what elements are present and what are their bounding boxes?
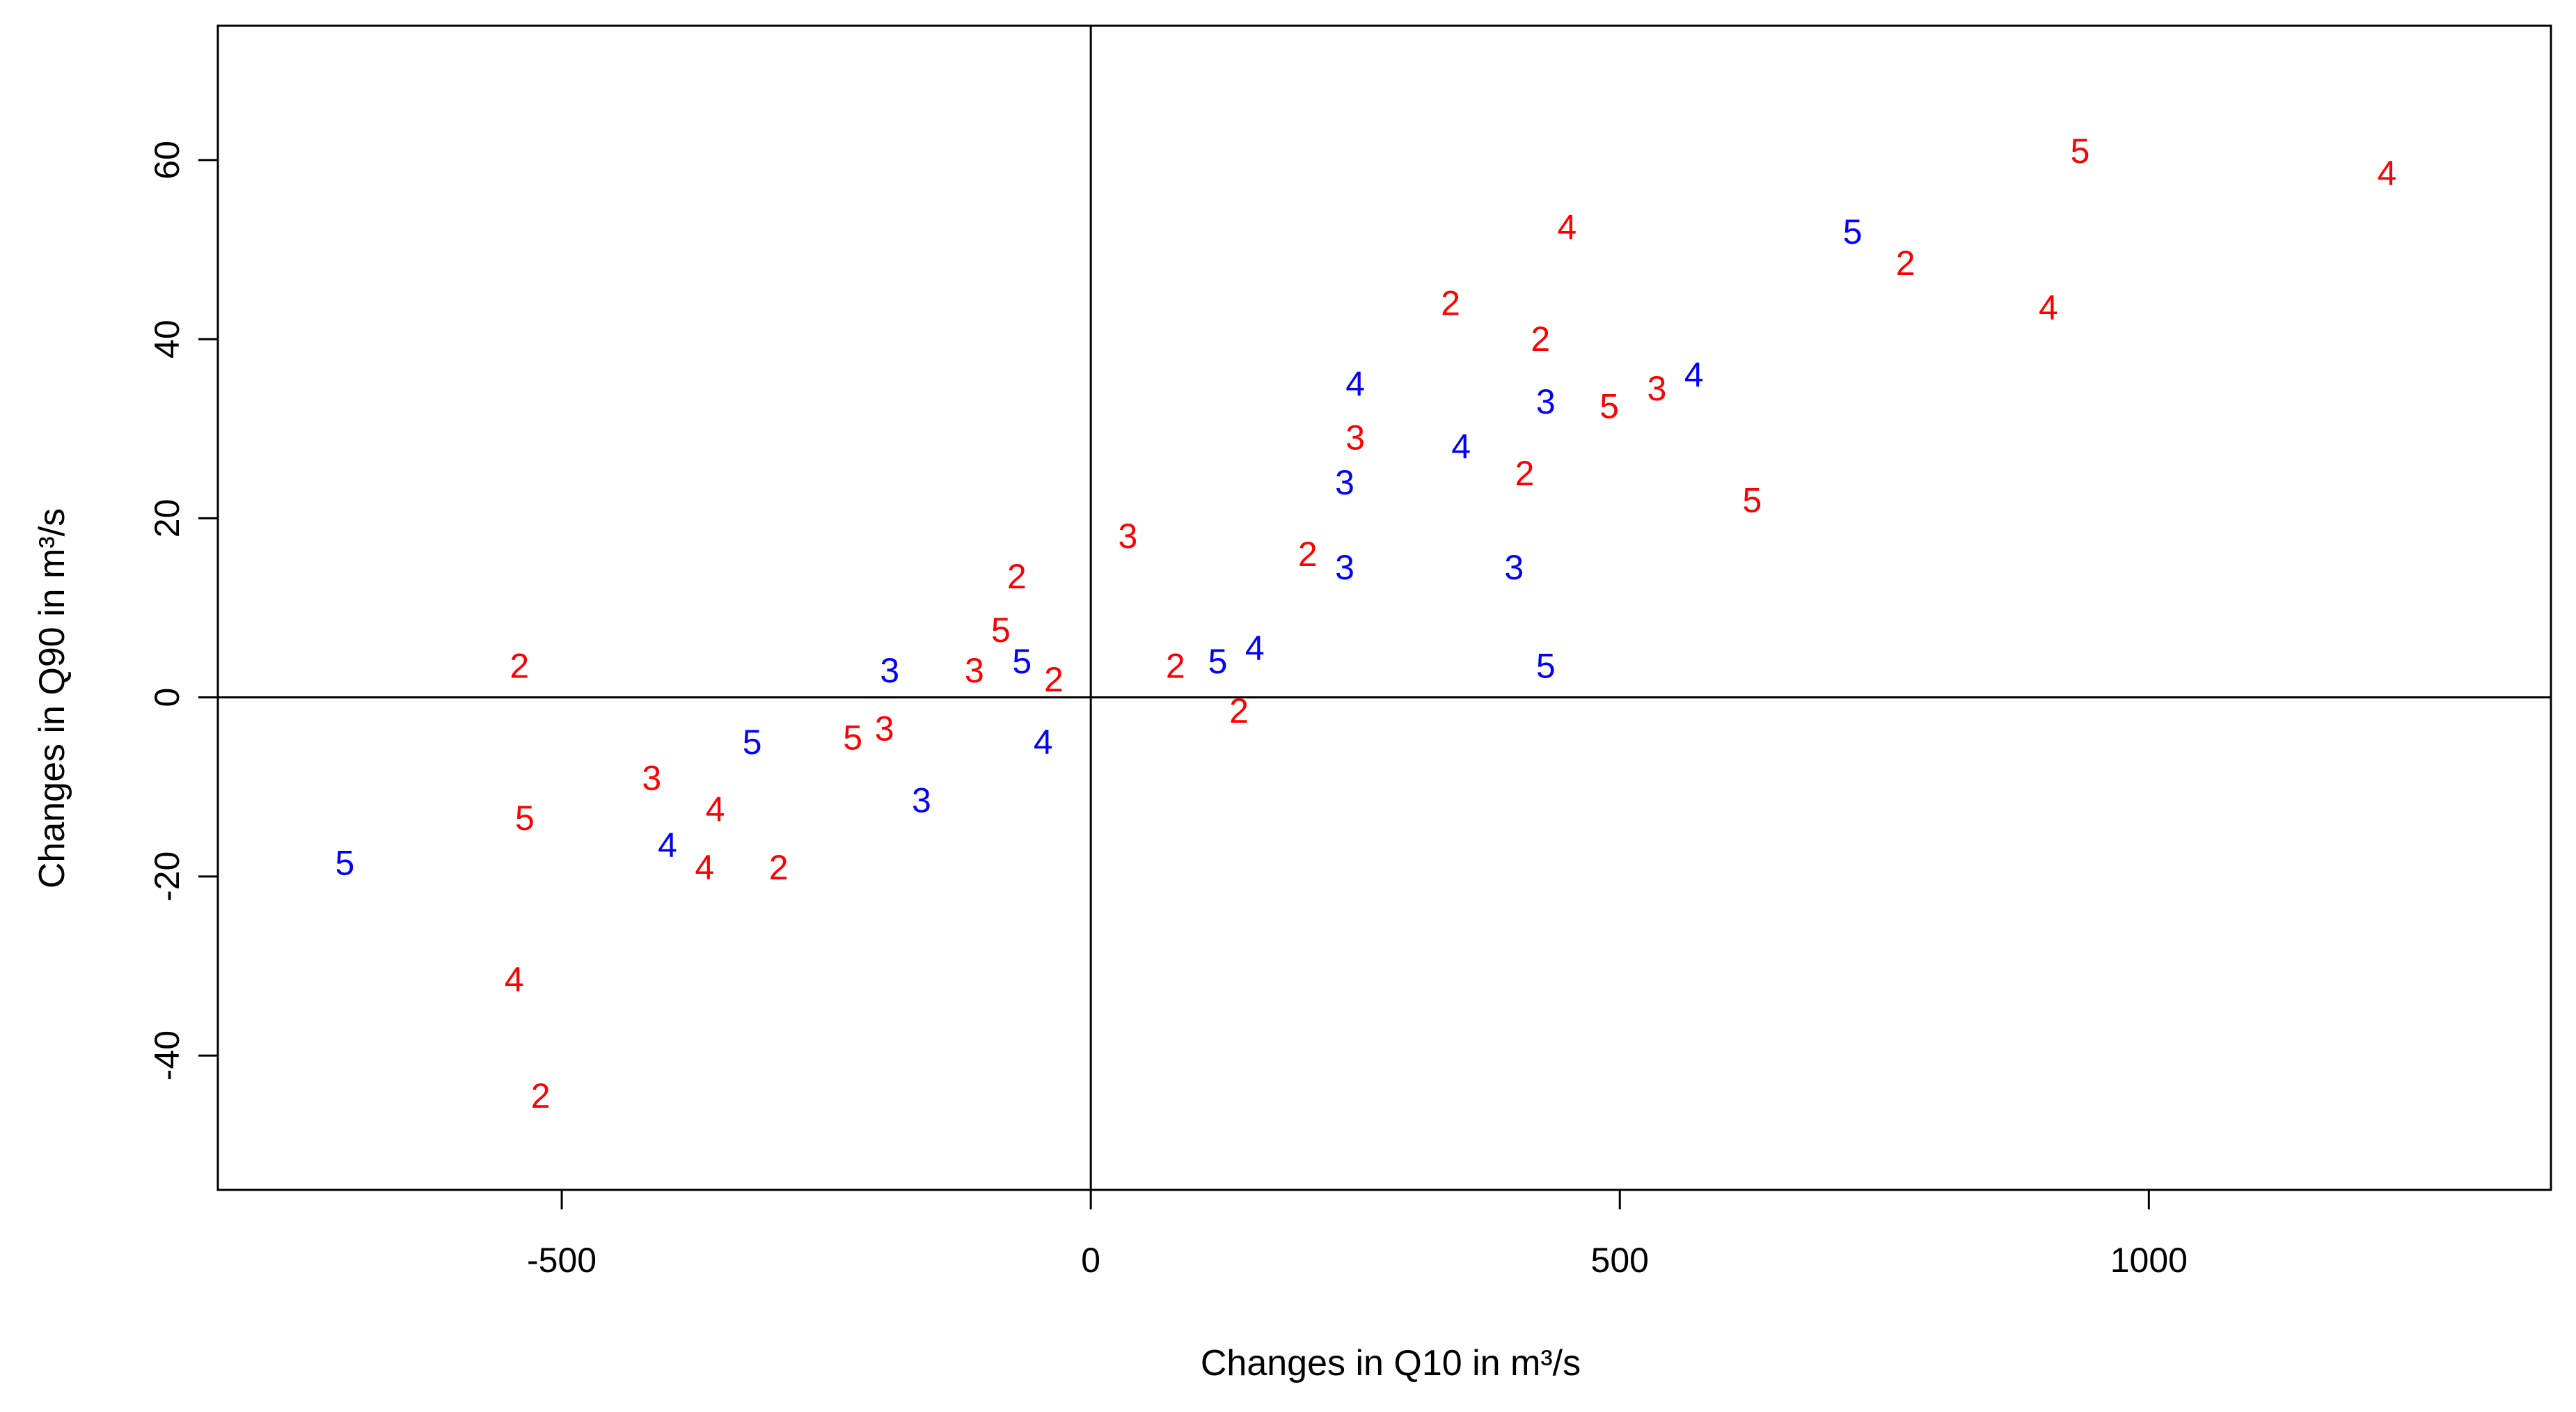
data-point-red: 5	[991, 611, 1011, 650]
y-tick-label: 40	[148, 320, 187, 359]
data-point-blue: 4	[1684, 356, 1704, 395]
x-tick-label: 0	[1081, 1241, 1100, 1280]
data-point-blue: 3	[1335, 548, 1354, 587]
data-point-red: 2	[1166, 647, 1185, 686]
y-axis: -40 -20 0 20 40 60	[148, 141, 219, 1081]
y-tick-label: 20	[148, 499, 187, 538]
data-point-red: 2	[509, 647, 529, 686]
data-point-red: 4	[695, 848, 714, 887]
x-axis: -500 0 500 1000	[527, 1189, 2188, 1280]
data-point-red: 2	[1007, 557, 1027, 596]
data-point-red: 2	[531, 1076, 551, 1115]
data-point-red: 3	[875, 709, 894, 748]
y-axis-title: Changes in Q90 in m³/s	[32, 508, 72, 888]
data-point-blue: 5	[335, 844, 355, 883]
data-point-red: 5	[515, 799, 535, 838]
data-point-red: 3	[1647, 369, 1667, 408]
data-point-red: 5	[843, 718, 862, 757]
data-point-red: 2	[1044, 660, 1064, 699]
data-point-blue: 3	[1536, 382, 1556, 421]
x-axis-title: Changes in Q10 in m³/s	[1201, 1343, 1581, 1383]
data-point-red: 2	[1298, 535, 1318, 574]
x-tick-label: -500	[527, 1241, 596, 1280]
reference-lines	[218, 26, 2551, 1190]
data-point-red: 2	[1896, 244, 1915, 283]
data-point-blue: 4	[1034, 723, 1053, 762]
data-point-red: 4	[2039, 288, 2058, 327]
data-point-red: 3	[1345, 418, 1365, 457]
data-point-red: 2	[1531, 320, 1550, 359]
data-point-red: 3	[642, 758, 661, 797]
data-point-blue: 5	[1208, 642, 1228, 681]
x-tick-label: 1000	[2110, 1241, 2188, 1280]
x-tick-label: 500	[1591, 1241, 1649, 1280]
data-point-blue: 4	[658, 826, 677, 865]
data-point-red: 4	[505, 960, 524, 999]
data-point-red: 4	[2377, 154, 2396, 193]
data-point-red: 5	[1599, 387, 1619, 426]
y-tick-label: 60	[148, 141, 187, 180]
data-point-red: 2	[1229, 691, 1249, 730]
data-point-blue: 4	[1451, 427, 1471, 466]
data-point-blue: 4	[1345, 364, 1365, 403]
data-point-red: 2	[769, 848, 789, 887]
data-point-blue: 3	[880, 651, 899, 690]
data-point-red: 2	[1515, 454, 1535, 493]
data-point-blue: 3	[912, 781, 931, 820]
plot-frame	[216, 24, 2552, 1191]
data-point-red: 4	[706, 790, 725, 829]
data-point-red: 3	[965, 651, 984, 690]
data-point-blue: 5	[1843, 212, 1863, 251]
data-point-red: 2	[1441, 284, 1460, 323]
data-point-blue: 3	[1504, 548, 1524, 587]
data-point-red: 5	[1742, 481, 1762, 520]
data-point-blue: 5	[1012, 642, 1032, 681]
data-point-red: 5	[2071, 132, 2090, 171]
data-point-red: 4	[1557, 207, 1577, 246]
y-tick-label: -40	[148, 1030, 187, 1081]
y-tick-label: 0	[148, 688, 187, 707]
data-point-blue: 3	[1335, 463, 1354, 502]
data-point-blue: 5	[743, 723, 762, 762]
data-point-blue: 5	[1536, 647, 1556, 686]
data-point-red: 3	[1118, 517, 1137, 556]
y-tick-label: -20	[148, 852, 187, 902]
data-point-blue: 4	[1245, 629, 1265, 668]
